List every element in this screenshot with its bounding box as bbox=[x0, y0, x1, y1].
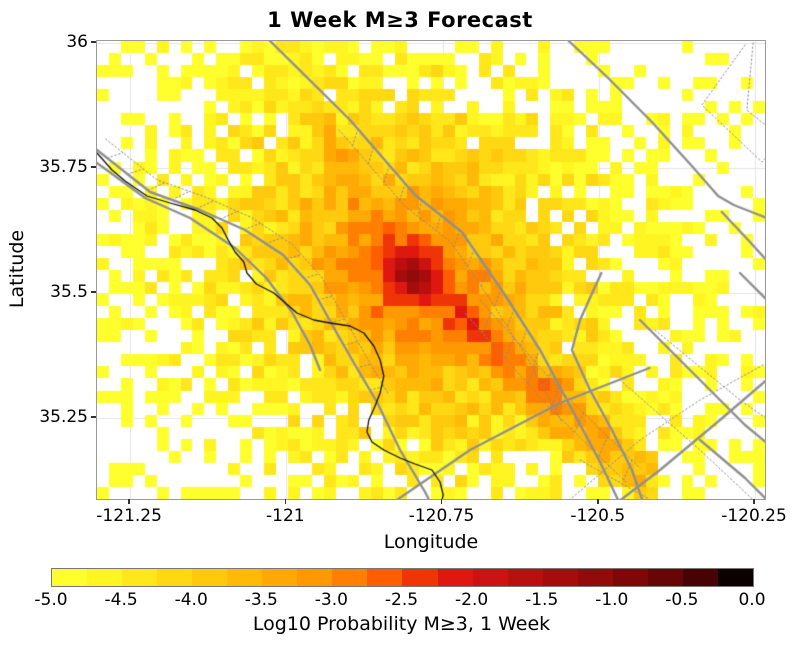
y-tick-label: 35.5 bbox=[50, 282, 88, 302]
colorbar-tick-label: -4.5 bbox=[104, 590, 138, 610]
plot-area bbox=[96, 40, 766, 500]
x-tick-label: -120.75 bbox=[408, 506, 475, 526]
y-tick-label: 35.75 bbox=[39, 157, 88, 177]
colorbar-tick-label: -3.5 bbox=[244, 590, 278, 610]
heatmap-canvas bbox=[97, 41, 765, 499]
colorbar-segment-9 bbox=[367, 569, 403, 586]
x-tick-label: -120.5 bbox=[570, 506, 626, 526]
y-tick-mark bbox=[91, 166, 96, 168]
colorbar-tick-label: 0.0 bbox=[738, 590, 766, 610]
x-tick-mark bbox=[753, 499, 755, 504]
x-tick-mark bbox=[128, 499, 130, 504]
colorbar-segment-19 bbox=[717, 569, 753, 586]
x-tick-label: -120.25 bbox=[721, 506, 787, 526]
colorbar-segment-5 bbox=[227, 569, 263, 586]
colorbar-tick-label: -2.5 bbox=[384, 590, 419, 610]
y-tick-label: 35.25 bbox=[39, 407, 88, 427]
colorbar-segment-13 bbox=[507, 569, 543, 586]
colorbar bbox=[51, 568, 754, 587]
y-tick-mark bbox=[91, 41, 96, 43]
colorbar-segment-11 bbox=[437, 569, 473, 586]
colorbar-segment-15 bbox=[577, 569, 613, 586]
chart-title: 1 Week M≥3 Forecast bbox=[267, 8, 533, 32]
colorbar-tick-label: -3.0 bbox=[314, 590, 348, 610]
y-tick-mark bbox=[91, 291, 96, 293]
x-tick-mark bbox=[284, 499, 287, 504]
colorbar-segment-4 bbox=[192, 569, 228, 586]
colorbar-tick-label: -1.5 bbox=[525, 590, 559, 610]
colorbar-caption: Log10 Probability M≥3, 1 Week bbox=[252, 613, 551, 635]
x-tick-mark bbox=[597, 499, 599, 504]
colorbar-segment-12 bbox=[472, 569, 508, 586]
colorbar-segment-8 bbox=[332, 569, 368, 586]
x-tick-label: -121.25 bbox=[96, 506, 162, 526]
colorbar-tick-label: -1.0 bbox=[595, 590, 629, 610]
x-tick-label: -121 bbox=[266, 506, 305, 526]
x-axis-label: Longitude bbox=[383, 531, 479, 553]
colorbar-segment-0 bbox=[52, 569, 88, 586]
colorbar-tick-label: -5.0 bbox=[34, 590, 68, 610]
colorbar-segment-2 bbox=[122, 569, 158, 586]
colorbar-segment-6 bbox=[262, 569, 298, 586]
colorbar-segment-7 bbox=[297, 569, 333, 586]
colorbar-tick-label: -2.0 bbox=[455, 590, 489, 610]
colorbar-segment-18 bbox=[682, 569, 718, 586]
colorbar-segment-10 bbox=[402, 569, 438, 586]
colorbar-segment-1 bbox=[87, 569, 123, 586]
colorbar-segment-14 bbox=[542, 569, 578, 586]
x-tick-mark bbox=[440, 499, 443, 504]
colorbar-tick-label: -0.5 bbox=[665, 590, 699, 610]
colorbar-tick-label: -4.0 bbox=[174, 590, 208, 610]
colorbar-segment-16 bbox=[612, 569, 648, 586]
colorbar-segment-3 bbox=[157, 569, 193, 586]
colorbar-segment-17 bbox=[647, 569, 683, 586]
y-tick-mark bbox=[91, 416, 96, 418]
y-tick-label: 36 bbox=[66, 32, 88, 52]
